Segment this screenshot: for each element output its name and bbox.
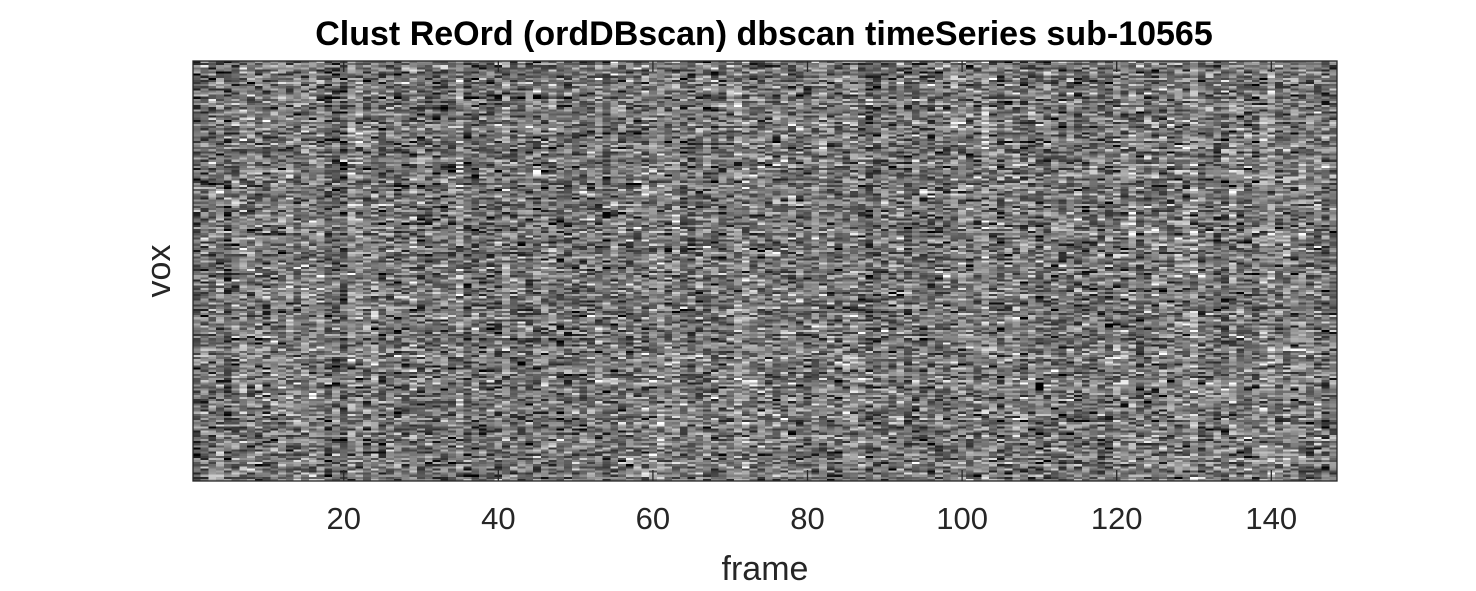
- x-tick-label: 80: [790, 501, 824, 536]
- x-axis-label: frame: [722, 550, 809, 588]
- x-tick-label: 60: [636, 501, 670, 536]
- y-axis-label: vox: [140, 245, 178, 298]
- x-tick-label: 120: [1091, 501, 1143, 536]
- heatmap-image: [193, 61, 1337, 481]
- chart-title: Clust ReOrd (ordDBscan) dbscan timeSerie…: [315, 15, 1213, 53]
- x-axis-ticks: [343, 61, 1272, 481]
- x-tick-label: 100: [936, 501, 988, 536]
- axes-box: [192, 60, 1338, 482]
- x-axis-tick-labels: 20 40 60 80 100 120 140: [326, 501, 1297, 536]
- x-tick-label: 140: [1245, 501, 1297, 536]
- plot-area: [192, 60, 1338, 482]
- x-tick-label: 40: [481, 501, 515, 536]
- x-tick-label: 20: [326, 501, 360, 536]
